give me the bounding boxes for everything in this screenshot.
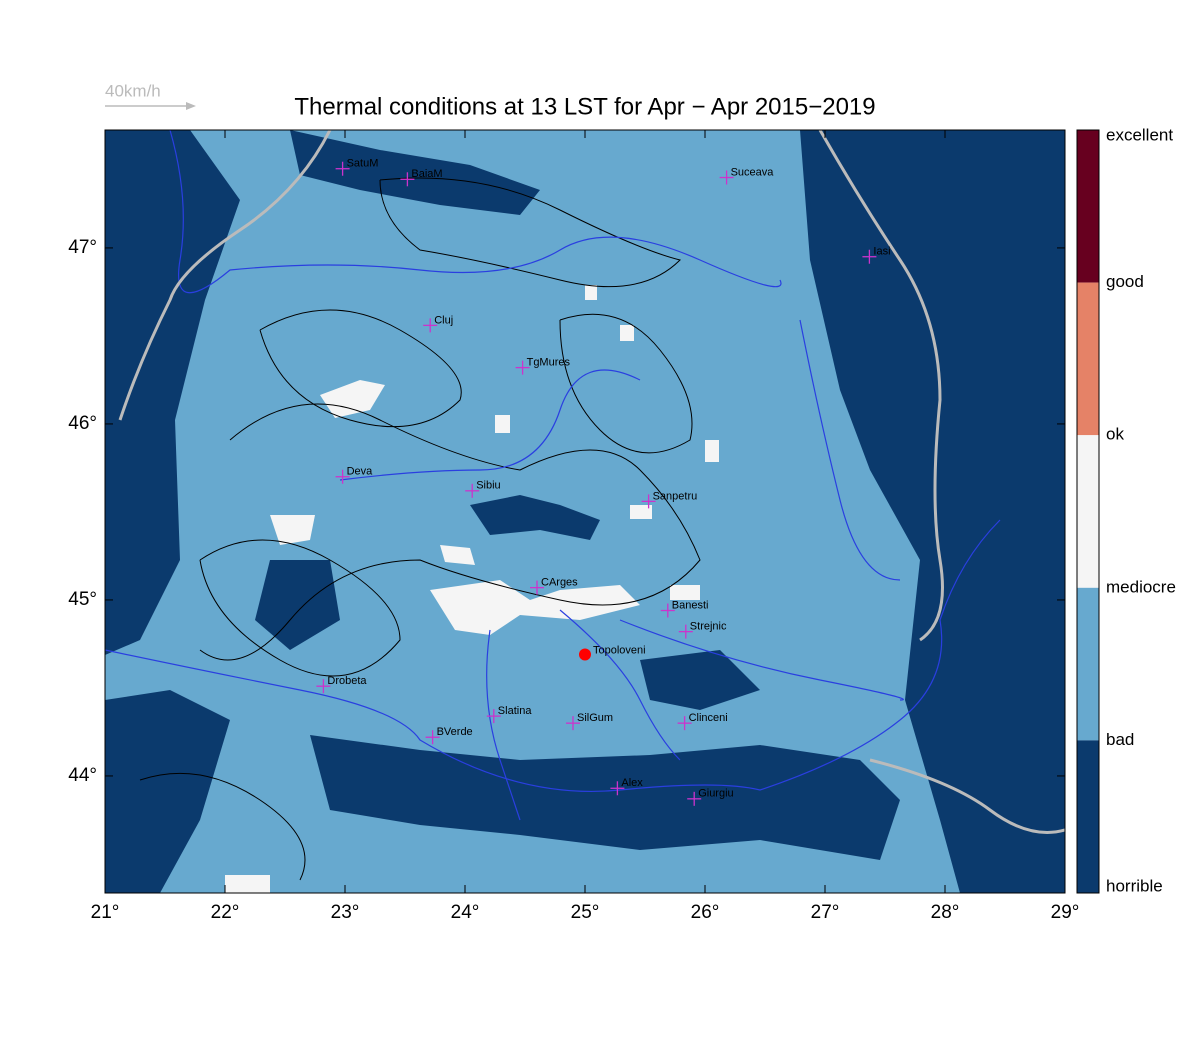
city-marker <box>486 709 501 724</box>
city-label: Slatina <box>498 705 533 717</box>
x-tick-label: 29° <box>1051 902 1080 923</box>
site-marker <box>579 648 591 661</box>
city-label: Deva <box>347 466 374 478</box>
city-marker <box>515 360 530 375</box>
city-marker <box>335 161 350 176</box>
city-marker <box>316 679 331 694</box>
field-horrible <box>105 130 1065 893</box>
city-label: Suceava <box>731 166 775 178</box>
city-label: Drobeta <box>327 675 367 687</box>
city-marker <box>687 791 702 806</box>
city-marker <box>719 170 734 185</box>
x-tick-label: 22° <box>211 902 240 923</box>
city-label: Giurgiu <box>698 788 733 800</box>
city-label: BVerde <box>437 726 473 738</box>
city-label: Strejnic <box>690 621 727 633</box>
city-marker <box>678 624 693 639</box>
x-tick-label: 27° <box>811 902 840 923</box>
x-tick-label: 24° <box>451 902 480 923</box>
wind-scale-label: 40km/h <box>105 81 161 100</box>
city-marker <box>400 172 415 187</box>
colorbar-band <box>1077 282 1099 436</box>
colorbar-label: good <box>1106 272 1144 291</box>
city-label: SilGum <box>577 712 613 724</box>
city-marker <box>677 716 692 731</box>
x-tick-label: 23° <box>331 902 360 923</box>
y-tick-label: 46° <box>68 413 97 434</box>
city-label: Alex <box>621 777 643 789</box>
site-label: Topoloveni <box>593 644 646 656</box>
city-marker <box>465 483 480 498</box>
colorbar-frame <box>1076 129 1100 894</box>
city-marker <box>610 781 625 796</box>
city-marker <box>641 494 656 509</box>
city-label: Sanpetru <box>653 490 698 502</box>
colorbar-band <box>1077 130 1099 283</box>
y-tick-label: 45° <box>68 589 97 610</box>
colorbar-band <box>1077 435 1099 588</box>
map-title: Thermal conditions at 13 LST for Apr − A… <box>294 93 875 120</box>
borders <box>118 130 1065 834</box>
city-label: Banesti <box>672 599 709 611</box>
x-tick-label: 21° <box>91 902 120 923</box>
city-marker <box>423 318 438 333</box>
y-tick-label: 47° <box>68 237 97 258</box>
colorbar: excellent good ok mediocre bad horrible <box>1076 125 1176 895</box>
city-label: TgMures <box>527 357 571 369</box>
city-marker <box>335 469 350 484</box>
city-label: SatuM <box>347 158 379 170</box>
city-label: Iasi <box>873 246 890 258</box>
map-field <box>105 130 1065 893</box>
colorbar-label: mediocre <box>1106 577 1176 596</box>
colorbar-label: ok <box>1106 425 1124 444</box>
colorbar-label: excellent <box>1106 125 1173 144</box>
x-tick-label: 25° <box>571 902 600 923</box>
city-marker <box>862 249 877 264</box>
x-tick-label: 26° <box>691 902 720 923</box>
city-label: Cluj <box>434 314 453 326</box>
city-marker <box>660 603 675 618</box>
colorbar-label: horrible <box>1106 876 1163 895</box>
city-label: CArges <box>541 577 578 589</box>
y-tick-label: 44° <box>68 765 97 786</box>
city-label: Sibiu <box>476 480 500 492</box>
colorbar-band <box>1077 740 1099 893</box>
city-label: Clinceni <box>689 712 728 724</box>
city-label: BaiaM <box>411 168 442 180</box>
city-marker <box>566 716 580 731</box>
rivers <box>105 130 1001 821</box>
contours <box>139 177 701 881</box>
colorbar-band <box>1077 587 1099 741</box>
x-tick-label: 28° <box>931 902 960 923</box>
colorbar-label: bad <box>1106 730 1134 749</box>
field-mediocre <box>225 285 719 893</box>
city-marker <box>425 730 440 745</box>
city-marker <box>530 580 544 595</box>
wind-scale-arrow <box>105 102 196 110</box>
